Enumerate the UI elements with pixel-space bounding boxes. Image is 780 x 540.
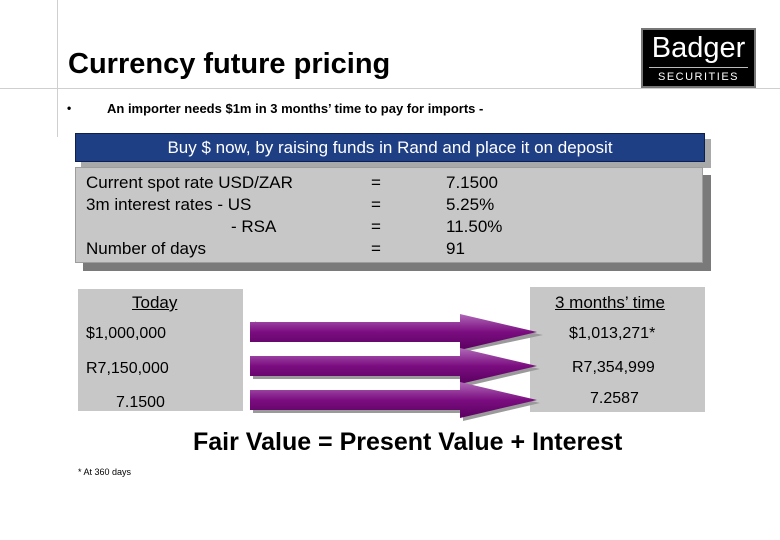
rate-label: Current spot rate USD/ZAR xyxy=(86,173,293,192)
logo-divider xyxy=(649,67,748,68)
logo-subtitle: SECURITIES xyxy=(657,71,739,83)
today-panel xyxy=(78,289,243,411)
fair-value-formula: Fair Value = Present Value + Interest xyxy=(193,428,623,456)
decorative-vertical-rule xyxy=(57,0,58,137)
rates-panel: Current spot rate USD/ZAR = 7.1500 3m in… xyxy=(75,167,703,263)
rate-row-rsa: - RSA = 11.50% xyxy=(76,216,702,238)
arrow-usd xyxy=(250,314,543,352)
slide-title: Currency future pricing xyxy=(68,48,391,80)
arrow-zar xyxy=(250,348,540,387)
bullet-marker: • xyxy=(67,101,72,115)
rate-value: 91 xyxy=(446,239,465,258)
logo-name: Badger xyxy=(651,32,746,64)
rate-label: Number of days xyxy=(86,239,206,258)
today-zar-amount: R7,150,000 xyxy=(86,360,169,377)
deposit-banner: Buy $ now, by raising funds in Rand and … xyxy=(75,133,705,162)
rate-equals: = xyxy=(371,195,381,214)
today-header: Today xyxy=(132,293,178,312)
three-months-panel xyxy=(530,287,705,412)
rate-label: - RSA xyxy=(231,217,277,236)
rate-equals: = xyxy=(371,217,381,236)
footnote: * At 360 days xyxy=(78,467,132,477)
future-usd-amount: $1,013,271* xyxy=(569,325,656,342)
rate-row-days: Number of days = 91 xyxy=(76,238,702,260)
forward-rate: 7.2587 xyxy=(590,390,639,407)
three-months-header: 3 months’ time xyxy=(555,293,665,312)
rate-value: 7.1500 xyxy=(446,173,498,192)
rate-label: 3m interest rates - US xyxy=(86,195,252,214)
badger-securities-logo: Badger SECURITIES xyxy=(641,28,756,88)
arrow-rate xyxy=(250,382,540,421)
rate-row-us: 3m interest rates - US = 5.25% xyxy=(76,194,702,216)
rate-value: 11.50% xyxy=(446,217,503,236)
today-usd-amount: $1,000,000 xyxy=(86,325,167,342)
rate-equals: = xyxy=(371,239,381,258)
rate-row-spot: Current spot rate USD/ZAR = 7.1500 xyxy=(76,172,702,194)
future-zar-amount: R7,354,999 xyxy=(572,359,655,376)
rate-equals: = xyxy=(371,173,381,192)
decorative-horizontal-rule xyxy=(0,88,780,89)
bullet-text: An importer needs $1m in 3 months’ time … xyxy=(107,101,484,116)
today-spot-rate: 7.1500 xyxy=(116,394,165,411)
rate-value: 5.25% xyxy=(446,195,495,214)
